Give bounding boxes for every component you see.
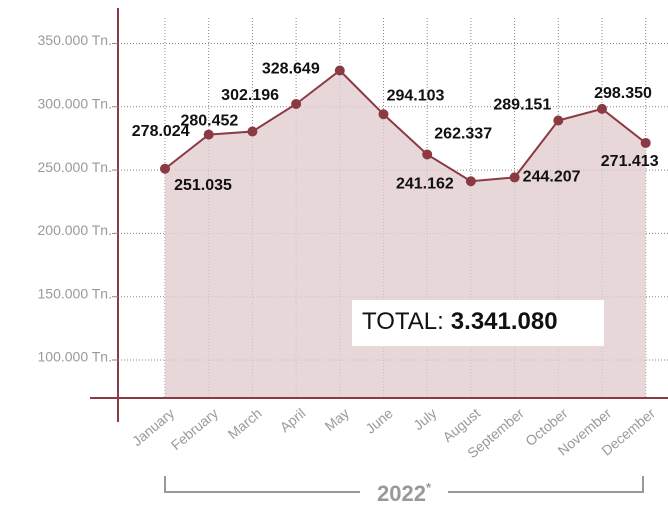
total: TOTAL: 3.341.080 [362, 308, 558, 335]
data-label: 278.024 [132, 123, 190, 140]
total-box [352, 300, 604, 346]
data-label: 280.452 [180, 113, 238, 130]
x-tick-label: June [362, 405, 396, 437]
point [597, 103, 607, 114]
data-label: 244.207 [523, 169, 581, 186]
point [291, 98, 302, 109]
x-tick-label: March [225, 405, 265, 442]
data-label: 328.649 [262, 61, 320, 78]
y-tick-label: 300.000 Tn. [38, 95, 112, 111]
line [164, 69, 647, 183]
x-tick-label: May [322, 405, 353, 434]
year: 2022 [377, 481, 426, 506]
point [553, 115, 564, 126]
x-tick-label: July [410, 405, 439, 433]
point [203, 129, 214, 140]
data-label: 271.413 [601, 153, 659, 170]
data-label: 241.162 [396, 175, 454, 192]
year-note: * [426, 480, 432, 495]
y-tick-label: 200.000 Tn. [38, 222, 112, 238]
data-label: 251.035 [174, 177, 232, 194]
point [160, 163, 170, 174]
y-tick-label: 250.000 Tn. [38, 159, 112, 175]
y-tick-label: 100.000 Tn. [38, 349, 112, 365]
year-bracket [164, 476, 644, 493]
data-label: 302.196 [221, 87, 279, 104]
point [640, 137, 651, 148]
point [334, 65, 345, 76]
y-tick-label: 150.000 Tn. [38, 285, 112, 301]
point [422, 149, 433, 160]
x-tick-label: April [277, 405, 309, 435]
point [378, 109, 389, 120]
x-tick-label: February [168, 405, 221, 453]
data-label: 294.103 [387, 87, 445, 104]
point [465, 176, 476, 187]
data-label: 289.151 [493, 97, 551, 114]
point [509, 172, 520, 183]
point [247, 126, 258, 137]
total-label: TOTAL: [362, 308, 444, 335]
y-tick-label: 350.000 Tn. [38, 32, 112, 48]
x-axis-label: 2022* [377, 480, 432, 505]
data-label: 262.337 [434, 126, 492, 143]
data-label: 298.350 [594, 85, 652, 102]
total-value: 3.341.080 [451, 308, 558, 335]
